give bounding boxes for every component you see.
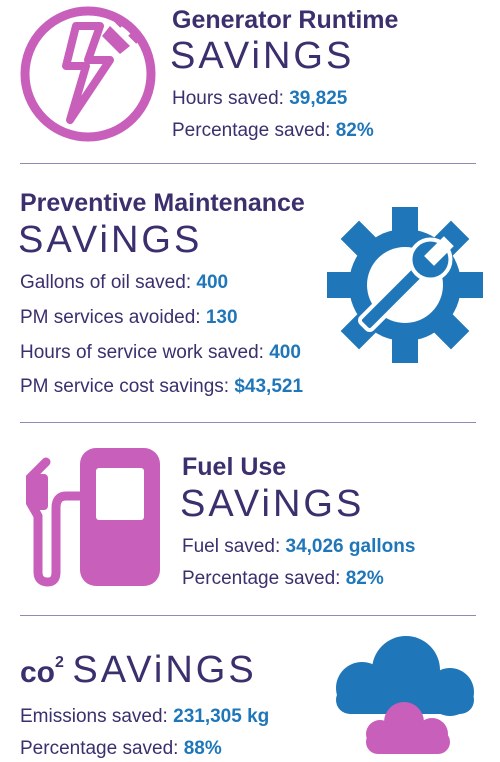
- co2-heading: co2 SAViNGS: [20, 650, 257, 690]
- gear-wrench-icon: [327, 207, 483, 363]
- maintenance-savings-heading: SAViNGS: [18, 219, 203, 261]
- stat-value: $43,521: [234, 376, 304, 397]
- co2-savings-heading: SAViNGS: [72, 649, 257, 691]
- section-divider: [20, 163, 476, 164]
- generator-stat-hours: Hours saved: 39,825: [172, 86, 347, 112]
- maintenance-stat-services: PM services avoided: 130: [20, 305, 238, 331]
- stat-value: 400: [196, 272, 229, 293]
- fuel-title: Fuel Use: [182, 453, 287, 481]
- stat-label: Gallons of oil saved:: [20, 272, 192, 293]
- section-divider: [20, 422, 476, 423]
- section-divider: [20, 615, 476, 616]
- fuel-stat-percentage: Percentage saved: 82%: [182, 566, 384, 592]
- co2-stat-percentage: Percentage saved: 88%: [20, 736, 222, 762]
- maintenance-stat-hours: Hours of service work saved: 400: [20, 340, 301, 366]
- stat-value: 231,305 kg: [173, 706, 270, 727]
- stat-value: 88%: [183, 738, 222, 759]
- stat-value: 400: [269, 342, 301, 363]
- stat-label: PM service cost savings:: [20, 376, 230, 397]
- maintenance-stat-cost: PM service cost savings: $43,521: [20, 374, 303, 400]
- co2-label: co2: [20, 654, 64, 689]
- maintenance-title: Preventive Maintenance: [20, 189, 305, 217]
- stat-label: Percentage saved:: [182, 568, 341, 589]
- stat-value: 34,026 gallons: [285, 536, 416, 557]
- stat-value: 82%: [345, 568, 384, 589]
- maintenance-stat-oil: Gallons of oil saved: 400: [20, 270, 228, 296]
- generator-stat-percentage: Percentage saved: 82%: [172, 118, 374, 144]
- stat-label: Percentage saved:: [20, 738, 179, 759]
- stat-label: Fuel saved:: [182, 536, 281, 557]
- fuel-savings-heading: SAViNGS: [180, 483, 365, 525]
- fuel-stat-saved: Fuel saved: 34,026 gallons: [182, 534, 415, 560]
- stat-label: Hours of service work saved:: [20, 342, 264, 363]
- co2-subscript: 2: [55, 654, 64, 671]
- generator-title: Generator Runtime: [172, 6, 399, 34]
- stat-label: Percentage saved:: [172, 120, 331, 141]
- fuel-pump-icon: [26, 448, 160, 587]
- co2-stat-emissions: Emissions saved: 231,305 kg: [20, 704, 269, 730]
- co2-co-text: co: [20, 656, 56, 689]
- stat-label: PM services avoided:: [20, 307, 201, 328]
- stat-value: 130: [205, 307, 238, 328]
- cloud-icon: [336, 636, 474, 754]
- stat-value: 39,825: [289, 88, 348, 109]
- stat-label: Hours saved:: [172, 88, 284, 109]
- stat-value: 82%: [335, 120, 374, 141]
- stat-label: Emissions saved:: [20, 706, 168, 727]
- generator-savings-heading: SAViNGS: [170, 35, 355, 77]
- lightning-plug-icon: [20, 6, 156, 142]
